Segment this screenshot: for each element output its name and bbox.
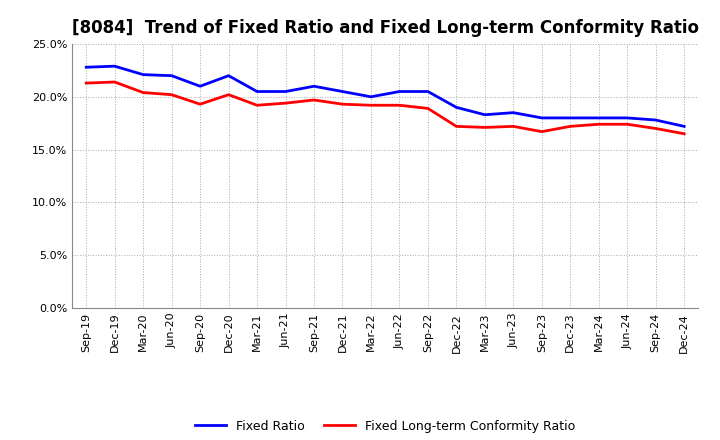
Fixed Ratio [225,73,233,78]
Fixed Long-term Conformity Ratio [480,125,489,130]
Fixed Ratio [310,84,318,89]
Fixed Ratio [423,89,432,94]
Fixed Ratio [452,105,461,110]
Fixed Long-term Conformity Ratio [623,121,631,127]
Fixed Ratio [480,112,489,117]
Fixed Long-term Conformity Ratio [566,124,575,129]
Fixed Long-term Conformity Ratio [680,131,688,136]
Fixed Ratio [139,72,148,77]
Fixed Long-term Conformity Ratio [196,102,204,107]
Fixed Ratio [366,94,375,99]
Fixed Ratio [282,89,290,94]
Legend: Fixed Ratio, Fixed Long-term Conformity Ratio: Fixed Ratio, Fixed Long-term Conformity … [190,414,580,437]
Fixed Long-term Conformity Ratio [338,102,347,107]
Fixed Long-term Conformity Ratio [395,103,404,108]
Fixed Long-term Conformity Ratio [595,121,603,127]
Fixed Long-term Conformity Ratio [652,126,660,131]
Fixed Ratio [537,115,546,121]
Fixed Long-term Conformity Ratio [366,103,375,108]
Fixed Long-term Conformity Ratio [139,90,148,95]
Fixed Ratio [623,115,631,121]
Fixed Long-term Conformity Ratio [452,124,461,129]
Fixed Long-term Conformity Ratio [282,100,290,106]
Title: [8084]  Trend of Fixed Ratio and Fixed Long-term Conformity Ratio: [8084] Trend of Fixed Ratio and Fixed Lo… [72,19,698,37]
Fixed Long-term Conformity Ratio [225,92,233,97]
Fixed Long-term Conformity Ratio [423,106,432,111]
Fixed Long-term Conformity Ratio [82,81,91,86]
Fixed Ratio [167,73,176,78]
Fixed Ratio [509,110,518,115]
Fixed Ratio [82,65,91,70]
Fixed Ratio [196,84,204,89]
Fixed Ratio [110,63,119,69]
Fixed Long-term Conformity Ratio [110,79,119,84]
Fixed Long-term Conformity Ratio [509,124,518,129]
Fixed Long-term Conformity Ratio [253,103,261,108]
Fixed Ratio [253,89,261,94]
Fixed Ratio [338,89,347,94]
Fixed Long-term Conformity Ratio [167,92,176,97]
Fixed Ratio [566,115,575,121]
Fixed Long-term Conformity Ratio [537,129,546,134]
Line: Fixed Long-term Conformity Ratio: Fixed Long-term Conformity Ratio [86,82,684,134]
Fixed Ratio [595,115,603,121]
Line: Fixed Ratio: Fixed Ratio [86,66,684,126]
Fixed Long-term Conformity Ratio [310,97,318,103]
Fixed Ratio [652,117,660,123]
Fixed Ratio [395,89,404,94]
Fixed Ratio [680,124,688,129]
